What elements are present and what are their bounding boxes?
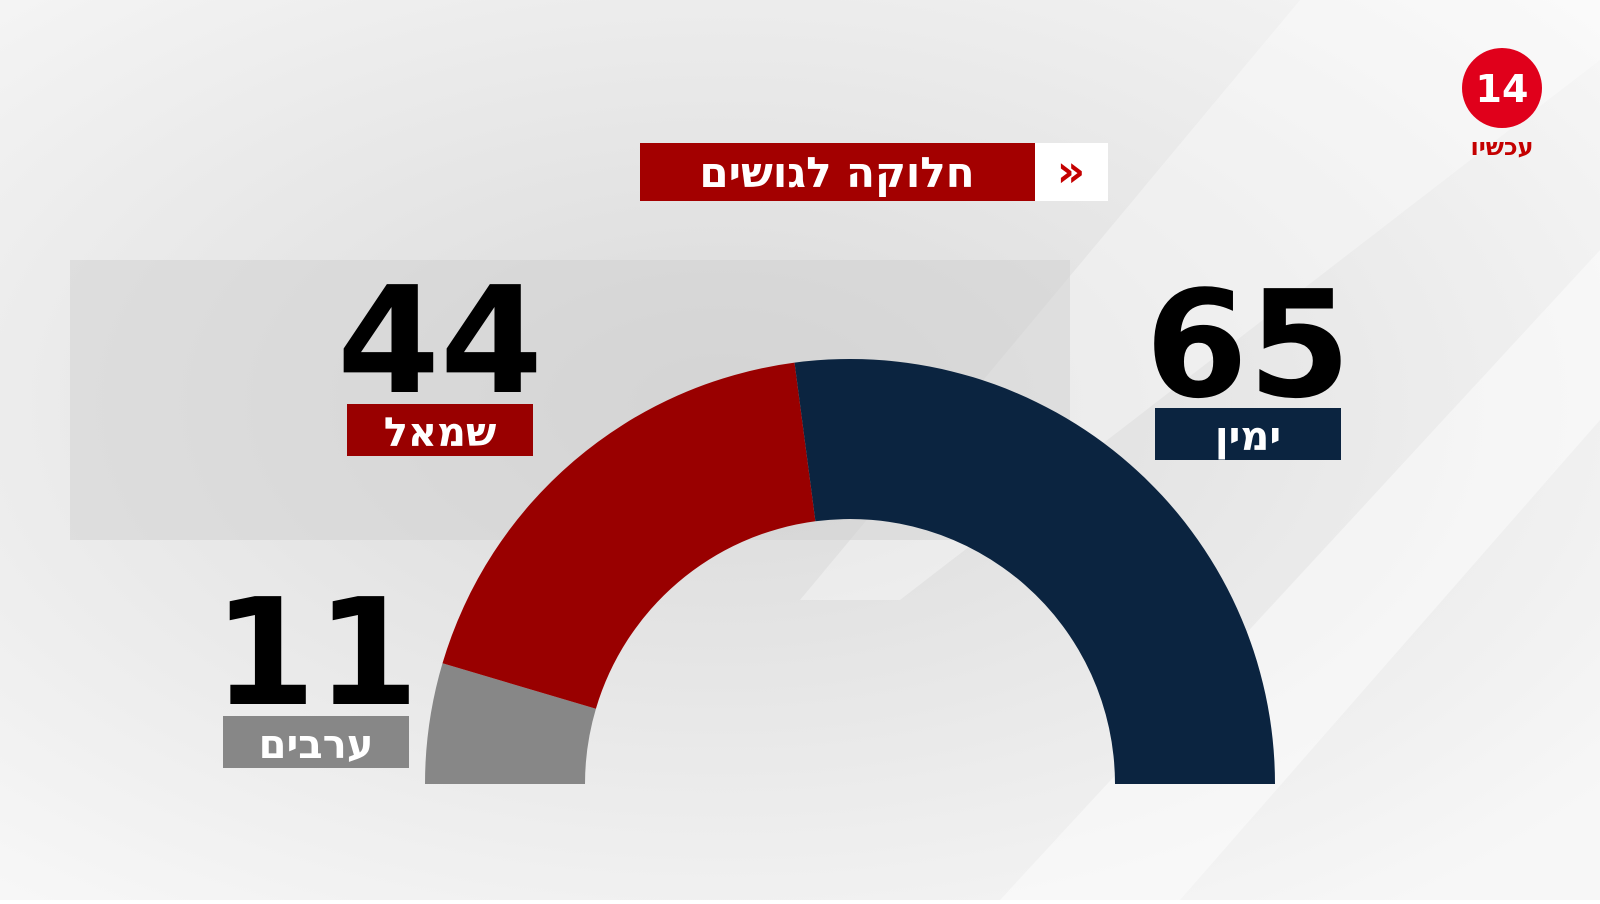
category-label: ימין <box>1215 414 1281 460</box>
value-label: 44 <box>337 255 543 427</box>
segment <box>425 663 596 784</box>
label-box <box>347 404 533 456</box>
label-box <box>1155 408 1341 460</box>
title-box <box>640 143 1035 201</box>
title-arrow: » <box>1057 146 1085 197</box>
category-label: ערבים <box>259 722 374 768</box>
title-arrow-box <box>1035 143 1108 201</box>
segment <box>442 362 816 709</box>
logo-text: עכשיו <box>1470 133 1533 161</box>
segment <box>794 359 1275 784</box>
value-label: 65 <box>1145 259 1351 431</box>
value-label: 11 <box>213 567 419 739</box>
category-label: שמאל <box>384 410 497 456</box>
logo-number: 14 <box>1476 67 1529 111</box>
logo-circle <box>1462 48 1542 128</box>
chart-title: חלוקה לגושים <box>699 148 974 197</box>
label-box <box>223 716 409 768</box>
